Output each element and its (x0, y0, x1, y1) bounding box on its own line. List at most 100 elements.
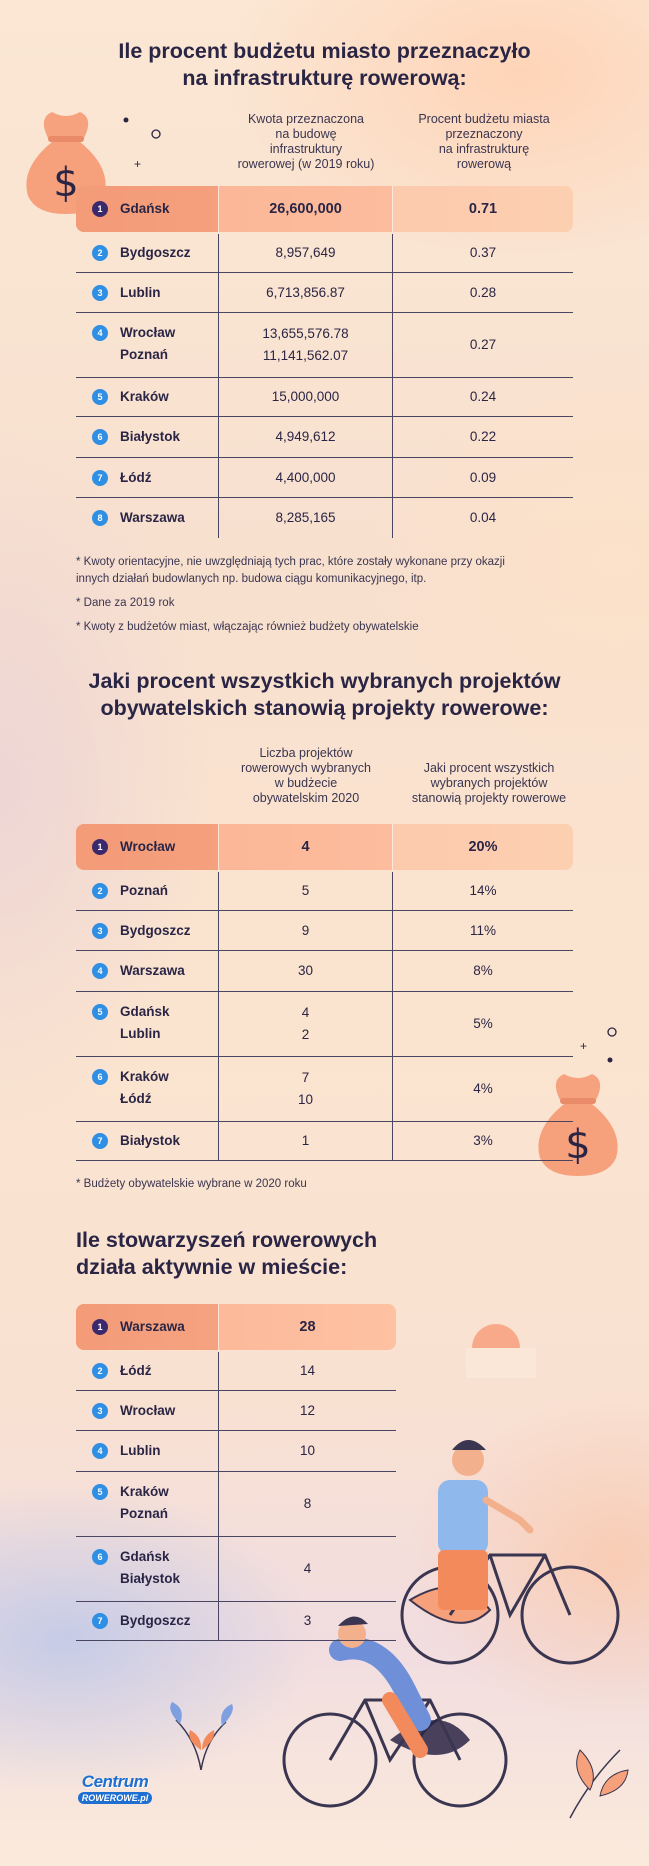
table-row: 3 Wrocław 12 (76, 1391, 396, 1431)
city-name: Bydgoszcz (120, 245, 191, 260)
city-name: Bydgoszcz (120, 922, 191, 938)
rank-badge: 5 (92, 1004, 108, 1020)
city-name: Łódź (120, 469, 152, 485)
city-name: Wrocław (120, 325, 176, 340)
title-line: Jaki procent wszystkich wybranych projek… (88, 669, 561, 693)
rank-badge: 3 (92, 922, 108, 939)
table-row: 1 Wrocław 4 20% (76, 824, 573, 870)
title-line: obywatelskich stanowią projekty rowerowe… (100, 696, 549, 720)
amount-value: 4,400,000 (275, 469, 336, 485)
rank-badge: 6 (92, 1549, 108, 1565)
amount-value: 15,000,000 (271, 389, 340, 404)
col-header-line: rowerowych wybranych (241, 761, 371, 775)
city-name: Białystok (120, 429, 181, 444)
percent-value: 0.37 (469, 245, 497, 260)
city-name: Wrocław (120, 1402, 176, 1418)
svg-text:+: + (580, 1039, 587, 1053)
count-value: 3 (303, 1613, 312, 1628)
rank-badge: 3 (92, 284, 108, 301)
table-row: 8 Warszawa 8,285,165 0.04 (76, 498, 573, 538)
logo-line1: Centrum (81, 1772, 149, 1791)
city-name: Lublin (120, 284, 161, 300)
logo-line2: ROWEROWE.pl (78, 1792, 152, 1804)
col-header-line: obywatelskim 2020 (252, 791, 360, 805)
sparkle-dots-icon: + (580, 1027, 617, 1063)
rank-badge: 4 (92, 1443, 108, 1459)
table-row: 5 Kraków 15,000,000 0.24 (76, 378, 573, 417)
percent-value: 14% (469, 883, 497, 898)
table-row: 2 Poznań 5 14% (76, 872, 573, 911)
rank-badge: 7 (92, 1133, 108, 1149)
table-row: 1 Gdańsk 26,600,000 0.71 (76, 186, 573, 232)
count-value: 2 (301, 1027, 310, 1042)
table-row: 3 Lublin 6,713,856.87 0.28 (76, 273, 573, 313)
footnote: * Kwoty z budżetów miast, włączając równ… (76, 621, 419, 633)
percent-value: 0.09 (469, 469, 497, 485)
count-value: 12 (299, 1402, 316, 1418)
city-name: Białystok (120, 1133, 181, 1148)
col-header-line: stanowią projekty rowerowe (411, 791, 567, 805)
section2-title: Jaki procent wszystkich wybranych projek… (0, 668, 649, 722)
count-value: 7 (301, 1070, 310, 1085)
table-row: 2 Łódź 14 (76, 1352, 396, 1391)
city-name: Kraków (120, 1484, 169, 1499)
table-row: 4 Lublin 10 (76, 1431, 396, 1472)
count-value: 4 (303, 1561, 312, 1576)
city-name: Poznań (120, 347, 169, 362)
table-row: 5 Gdańsk Lublin 4 2 5% (76, 992, 573, 1057)
city-name: Warszawa (120, 963, 185, 978)
city-name: Kraków (120, 389, 169, 404)
rank-badge: 7 (92, 469, 108, 486)
col-header-line: na infrastrukturę (438, 142, 530, 156)
table-row: 4 Wrocław Poznań 13,655,576.78 11,141,562.0… (76, 313, 573, 378)
percent-value: 8% (473, 963, 493, 978)
title-line: Ile stowarzyszeń rowerowych (76, 1228, 378, 1252)
col-header-amount: Kwota przeznaczona na budowę infrastrukt… (222, 112, 390, 172)
rank-badge: 4 (92, 325, 108, 341)
rank-badge: 2 (92, 1363, 108, 1379)
cyclist-illustration (282, 1616, 508, 1808)
col-header-line: rowerową (456, 157, 512, 171)
title-line: Ile procent budżetu miasto przeznaczyło (118, 39, 531, 63)
count-value: 1 (301, 1133, 310, 1148)
rank-badge: 1 (92, 201, 108, 217)
table-row: 6 Kraków Łódź 7 10 4% (76, 1057, 573, 1122)
cyclist-illustration (400, 1440, 620, 1665)
amount-value: 8,285,165 (275, 510, 336, 525)
section3-title: Ile stowarzyszeń rowerowych działa aktyw… (76, 1227, 476, 1281)
col-header-line: Procent budżetu miasta (418, 112, 550, 126)
col-header-share: Jaki procent wszystkich wybranych projek… (396, 761, 582, 806)
rank-badge: 4 (92, 963, 108, 979)
percent-value: 0.27 (469, 337, 497, 352)
rank-badge: 8 (92, 510, 108, 526)
rank-badge: 3 (92, 1402, 108, 1419)
amount-value: 11,141,562.07 (262, 348, 349, 363)
table-row: 7 Łódź 4,400,000 0.09 (76, 458, 573, 498)
table-row: 1 Warszawa 28 (76, 1304, 396, 1350)
associations-table: 1 Warszawa 28 2 Łódź 14 3 Wrocław 12 4 Lubli… (76, 1304, 396, 1641)
col-header-line: wybranych projektów (430, 776, 548, 790)
col-header-line: Kwota przeznaczona (247, 112, 365, 126)
amount-value: 4,949,612 (275, 429, 336, 444)
table-row: 2 Bydgoszcz 8,957,649 0.37 (76, 234, 573, 273)
city-name: Poznań (120, 883, 169, 898)
rank-badge: 6 (92, 429, 108, 445)
count-value: 4 (301, 839, 310, 855)
count-value: 30 (297, 963, 314, 978)
col-header-line: rowerowej (w 2019 roku) (237, 157, 375, 171)
col-header-count: Liczba projektów rowerowych wybranych w … (222, 746, 390, 806)
sun-icon (466, 1324, 536, 1378)
table-row: 5 Kraków Poznań 8 (76, 1472, 396, 1537)
percent-value: 0.04 (469, 510, 497, 525)
svg-text:+: + (134, 157, 141, 171)
table-row: 7 Białystok 1 3% (76, 1122, 573, 1161)
col-header-line: infrastruktury (269, 142, 343, 156)
count-value: 28 (299, 1319, 316, 1335)
col-header-percent: Procent budżetu miasta przeznaczony na i… (396, 112, 572, 172)
centrum-rowerowe-logo[interactable]: Centrum ROWEROWE.pl (70, 1772, 160, 1818)
count-value: 14 (299, 1363, 316, 1378)
count-value: 5 (301, 883, 310, 898)
percent-value: 3% (473, 1133, 493, 1148)
city-name: Łódź (120, 1363, 152, 1378)
city-name: Bydgoszcz (120, 1613, 191, 1628)
